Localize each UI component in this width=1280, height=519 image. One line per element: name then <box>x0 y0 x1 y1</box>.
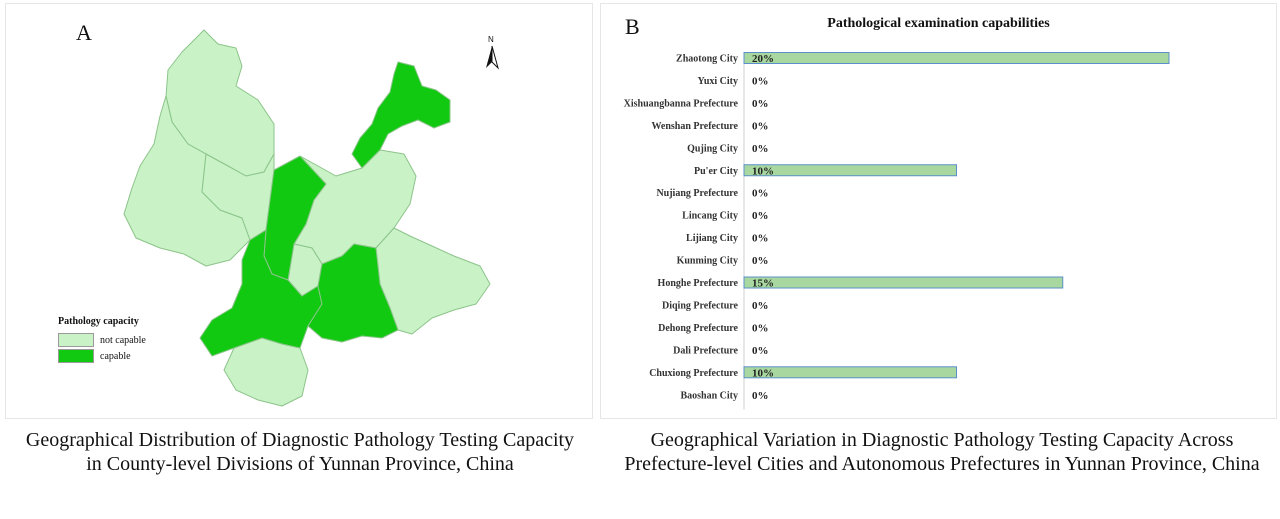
data-label: 10% <box>752 367 774 379</box>
category-label: Dehong Prefecture <box>658 323 738 334</box>
category-label: Yuxi City <box>698 76 738 87</box>
map-region-honghe <box>307 243 399 343</box>
category-label: Xishuangbanna Prefecture <box>624 98 739 109</box>
legend-item-not-capable: not capable <box>58 332 146 348</box>
category-label: Baoshan City <box>680 390 738 401</box>
legend-label-capable: capable <box>100 350 131 362</box>
category-label: Nujiang Prefecture <box>656 188 738 199</box>
data-label: 0% <box>752 390 769 402</box>
category-label: Dali Prefecture <box>673 345 738 356</box>
category-label: Diqing Prefecture <box>662 300 739 311</box>
legend-title: Pathology capacity <box>58 316 139 327</box>
data-label: 15% <box>752 278 774 290</box>
data-label: 0% <box>752 255 769 267</box>
bar <box>743 164 957 177</box>
bar <box>743 366 957 379</box>
data-label: 0% <box>752 120 769 132</box>
legend-swatch-not-capable <box>58 333 94 347</box>
legend-swatch-capable <box>58 349 94 363</box>
bar <box>743 52 1170 64</box>
category-label: Qujing City <box>687 143 738 154</box>
category-label: Honghe Prefecture <box>658 278 739 289</box>
map-region-puer <box>199 229 323 357</box>
legend-label-not-capable: not capable <box>100 334 146 346</box>
category-label: Chuxiong Prefecture <box>649 368 738 379</box>
yunnan-map <box>123 29 491 407</box>
category-label: Pu'er City <box>694 166 738 177</box>
data-label: 10% <box>752 165 774 177</box>
caption-map: Geographical Distribution of Diagnostic … <box>25 429 575 475</box>
data-label: 0% <box>752 322 769 334</box>
category-label: Lincang City <box>682 211 738 222</box>
category-label: Zhaotong City <box>676 54 738 65</box>
map-region-south <box>223 337 309 407</box>
data-label: 0% <box>752 233 769 245</box>
data-label: 20% <box>752 53 774 65</box>
data-label: 0% <box>752 188 769 200</box>
data-label: 0% <box>752 300 769 312</box>
data-label: 0% <box>752 345 769 357</box>
map-legend: Pathology capacity not capable capable <box>58 316 146 364</box>
bar-chart: Zhaotong City 20% Yuxi City 0% Xishuangbanna… <box>624 52 1170 410</box>
map-region-zhaotong <box>351 61 451 169</box>
panel-b-letter: B <box>625 14 640 39</box>
chart-title: Pathological examination capabilities <box>827 16 1050 31</box>
data-label: 0% <box>752 75 769 87</box>
data-label: 0% <box>752 143 769 155</box>
category-label: Lijiang City <box>686 233 738 244</box>
bar <box>743 276 1064 289</box>
category-label: Kunming City <box>677 256 738 267</box>
category-label: Wenshan Prefecture <box>651 121 738 132</box>
panel-a-letter: A <box>76 20 92 45</box>
legend-item-capable: capable <box>58 348 146 364</box>
chart-panel: B Pathological examination capabilities … <box>601 4 1276 418</box>
caption-chart: Geographical Variation in Diagnostic Pat… <box>624 429 1260 475</box>
data-label: 0% <box>752 210 769 222</box>
data-label: 0% <box>752 98 769 110</box>
map-region-chuxiong <box>263 155 327 281</box>
map-panel: A N <box>6 4 592 418</box>
north-arrow-icon <box>482 34 502 74</box>
north-label: N <box>488 35 494 44</box>
